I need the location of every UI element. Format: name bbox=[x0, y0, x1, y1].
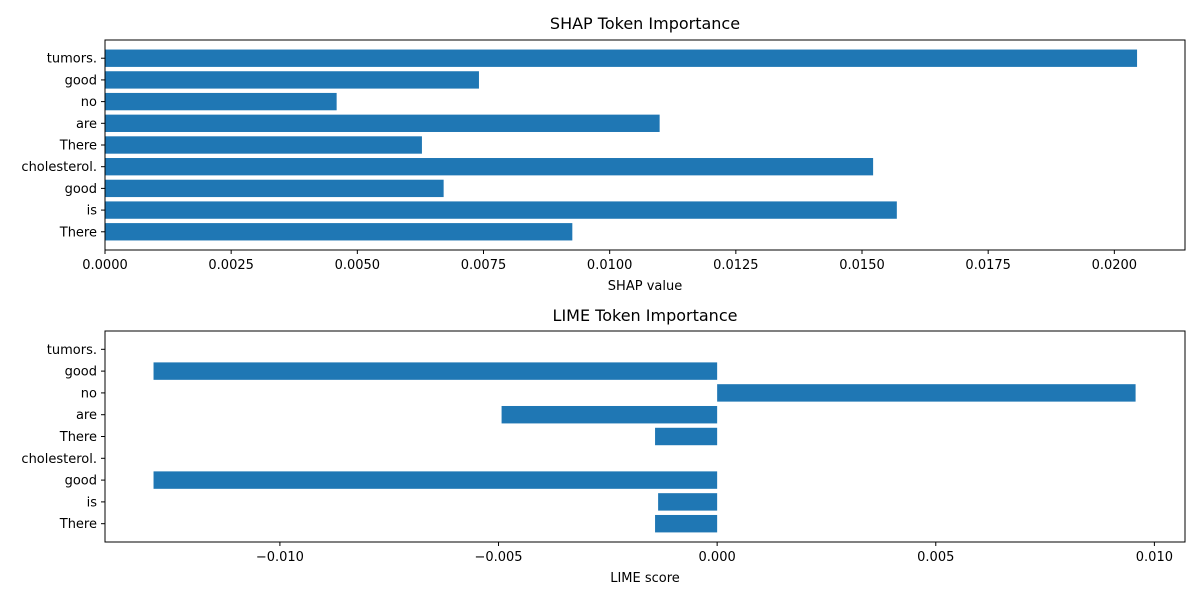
y-tick-label: good bbox=[65, 365, 97, 380]
y-tick-label: good bbox=[65, 474, 97, 489]
y-tick-label: no bbox=[81, 386, 97, 401]
chart-title: SHAP Token Importance bbox=[550, 14, 740, 33]
bar bbox=[105, 49, 1138, 67]
x-tick-label: 0.0025 bbox=[208, 258, 254, 273]
x-tick-label: 0.005 bbox=[917, 550, 954, 565]
y-tick-label: cholesterol. bbox=[21, 160, 97, 175]
bar bbox=[105, 92, 337, 111]
bar bbox=[655, 427, 718, 446]
x-tick-label: 0.0000 bbox=[82, 258, 128, 273]
x-tick-label: 0.0125 bbox=[713, 258, 759, 273]
bar bbox=[105, 179, 444, 198]
x-tick-label: 0.0175 bbox=[965, 258, 1011, 273]
lime-chart: LIME Token Importance tumors. good no are Th… bbox=[21, 306, 1186, 586]
x-tick-label: 0.0100 bbox=[587, 258, 633, 273]
bar bbox=[501, 405, 718, 424]
bar bbox=[105, 136, 422, 154]
x-axis-ticks: 0.0000 0.0025 0.0050 0.0075 0.0100 0.0125 0.01… bbox=[82, 250, 1137, 273]
y-tick-label: There bbox=[59, 430, 97, 445]
y-tick-label: are bbox=[76, 117, 97, 132]
bar bbox=[655, 514, 718, 533]
x-tick-label: 0.000 bbox=[699, 550, 736, 565]
bar bbox=[105, 223, 573, 241]
bar bbox=[105, 201, 897, 219]
x-tick-label: 0.0150 bbox=[839, 258, 885, 273]
plot-frame bbox=[104, 39, 1186, 251]
bar bbox=[658, 493, 718, 511]
x-axis-title: SHAP value bbox=[608, 279, 682, 294]
y-tick-label: There bbox=[59, 139, 97, 154]
y-axis-ticks: tumors. good no are There cholesterol. good is T… bbox=[21, 343, 105, 532]
x-tick-label: 0.010 bbox=[1136, 550, 1173, 565]
y-tick-label: is bbox=[87, 495, 98, 510]
y-axis-ticks: tumors. good no are There cholesterol. good is T… bbox=[21, 52, 105, 240]
plot-frame bbox=[104, 330, 1186, 543]
y-tick-label: tumors. bbox=[47, 343, 97, 358]
y-tick-label: is bbox=[87, 204, 98, 219]
x-tick-label: −0.010 bbox=[256, 550, 304, 565]
y-tick-label: There bbox=[59, 225, 97, 240]
bar bbox=[153, 362, 718, 380]
bar bbox=[105, 158, 874, 176]
x-tick-label: 0.0075 bbox=[461, 258, 507, 273]
bars-group bbox=[153, 362, 1136, 533]
y-tick-label: tumors. bbox=[47, 52, 97, 67]
bar bbox=[105, 114, 660, 132]
bar bbox=[105, 71, 479, 89]
y-tick-label: no bbox=[81, 95, 97, 110]
bar bbox=[717, 384, 1136, 402]
y-tick-label: good bbox=[65, 73, 97, 88]
x-axis-title: LIME score bbox=[610, 571, 680, 586]
x-axis-ticks: −0.010 −0.005 0.000 0.005 0.010 bbox=[256, 542, 1173, 565]
chart-title: LIME Token Importance bbox=[553, 306, 738, 325]
x-tick-label: −0.005 bbox=[474, 550, 522, 565]
bar bbox=[153, 471, 718, 489]
x-tick-label: 0.0050 bbox=[335, 258, 381, 273]
y-tick-label: are bbox=[76, 408, 97, 423]
y-tick-label: cholesterol. bbox=[21, 452, 97, 467]
y-tick-label: There bbox=[59, 517, 97, 532]
bars-group bbox=[105, 49, 1138, 241]
shap-chart: SHAP Token Importance tumors. good no are Th… bbox=[21, 14, 1186, 294]
x-tick-label: 0.0200 bbox=[1092, 258, 1138, 273]
y-tick-label: good bbox=[65, 182, 97, 197]
